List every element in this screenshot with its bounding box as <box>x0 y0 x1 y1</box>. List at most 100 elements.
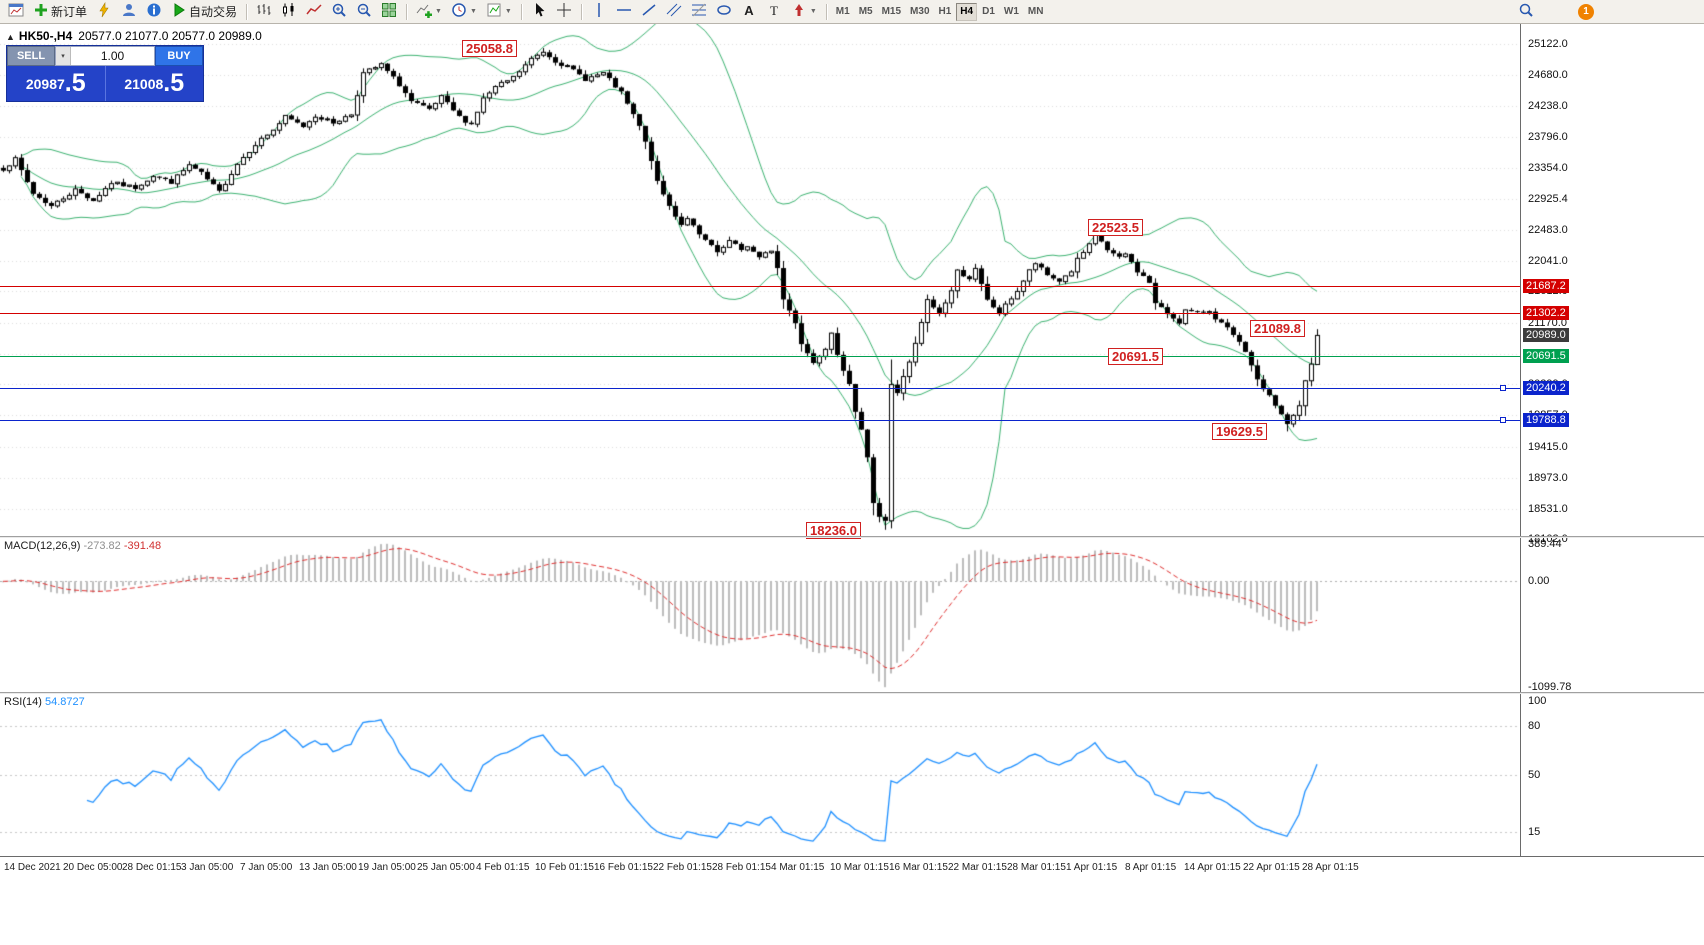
macd-scale-label: 389.44 <box>1528 538 1562 550</box>
market-watch-button[interactable] <box>117 1 141 22</box>
collapse-panel-icon[interactable]: ▲ <box>6 32 15 42</box>
timeframe-d1-button[interactable]: D1 <box>978 3 999 21</box>
candles-icon <box>281 2 297 21</box>
rsi-panel-divider[interactable] <box>0 692 1704 694</box>
toolbar-separator <box>246 3 248 20</box>
search-button[interactable] <box>1514 1 1538 22</box>
fibo-icon <box>691 2 707 21</box>
timeframe-m30-button[interactable]: M30 <box>906 3 933 21</box>
new-order-button[interactable]: 新订单 <box>29 1 91 22</box>
macd-panel-canvas[interactable] <box>0 538 1520 692</box>
linechart-icon <box>306 2 322 21</box>
about-button[interactable] <box>142 1 166 22</box>
bars-mode-button[interactable] <box>252 1 276 22</box>
volume-control: ▾ <box>55 46 155 66</box>
price-annotation-21089.8[interactable]: 21089.8 <box>1250 320 1305 337</box>
template-icon <box>486 2 502 21</box>
volume-input[interactable] <box>71 47 154 65</box>
text-button[interactable]: A <box>737 1 761 22</box>
time-axis-label: 16 Mar 01:15 <box>889 862 948 873</box>
horizontal-line-button[interactable] <box>612 1 636 22</box>
dropdown-arrow-icon: ▼ <box>809 8 817 15</box>
rsi-panel-canvas[interactable] <box>0 694 1520 856</box>
timeframe-h4-button[interactable]: H4 <box>956 2 978 21</box>
clock-icon <box>451 2 467 21</box>
price-tick-label: 24680.0 <box>1528 69 1568 81</box>
toolbar-separator <box>520 3 522 20</box>
autotrading-button[interactable]: 自动交易 <box>167 1 241 22</box>
horizontal-line-20240.2[interactable] <box>0 388 1520 389</box>
main-toolbar: 新订单 自动交易 ▼ ▼ ▼ A T ▼ M1 M5 M15 M30 H1 H4 D1 W1 MN 1 <box>0 0 1704 24</box>
notification-badge[interactable]: 1 <box>1578 3 1594 20</box>
cursor-button[interactable] <box>527 1 551 22</box>
tile-windows-button[interactable] <box>377 1 401 22</box>
buy-price[interactable]: 21008.5 <box>124 69 185 97</box>
price-annotation-20691.5[interactable]: 20691.5 <box>1108 348 1163 365</box>
price-annotation-25058.8[interactable]: 25058.8 <box>462 40 517 57</box>
time-axis-label: 1 Apr 01:15 <box>1066 862 1118 873</box>
symbol-period-label: HK50-,H4 <box>18 29 73 43</box>
chart-title: ▲ HK50-,H4 20577.0 21077.0 20577.0 20989.0 <box>6 29 262 43</box>
horizontal-line-19788.8[interactable] <box>0 420 1520 421</box>
time-axis-label: 14 Apr 01:15 <box>1184 862 1241 873</box>
candles-mode-button[interactable] <box>277 1 301 22</box>
indicators-button[interactable]: ▼ <box>412 1 446 22</box>
time-axis-label: 22 Mar 01:15 <box>948 862 1007 873</box>
timeframe-m15-button[interactable]: M15 <box>878 3 905 21</box>
arrows-button[interactable]: ▼ <box>787 1 821 22</box>
line-handle[interactable] <box>1500 417 1506 423</box>
horizontal-line-20691.5[interactable] <box>0 356 1520 357</box>
rsi-scale-label: 80 <box>1528 720 1541 732</box>
horizontal-line-21302.2[interactable] <box>0 313 1520 314</box>
buy-button[interactable]: BUY <box>155 46 203 66</box>
rsi-scale-label: 100 <box>1528 695 1547 707</box>
time-axis-label: 8 Apr 01:15 <box>1125 862 1177 873</box>
price-annotation-22523.5[interactable]: 22523.5 <box>1088 219 1143 236</box>
axis-price-marker-19788.8: 19788.8 <box>1523 413 1569 427</box>
zoom-in-icon <box>331 2 347 21</box>
timeframe-m1-button[interactable]: M1 <box>832 3 854 21</box>
one-click-trading-panel: SELL ▾ BUY 20987.5 21008.5 <box>6 45 204 102</box>
crosshair-button[interactable] <box>552 1 576 22</box>
sell-button[interactable]: SELL <box>7 46 55 66</box>
timeframe-mn-button[interactable]: MN <box>1024 3 1048 21</box>
indicators-icon <box>416 2 433 21</box>
line-handle[interactable] <box>1500 385 1506 391</box>
label-button[interactable]: T <box>762 1 786 22</box>
new-chart-button[interactable] <box>4 1 28 22</box>
svg-text:T: T <box>770 3 778 18</box>
zoom-out-button[interactable] <box>352 1 376 22</box>
toolbar-separator <box>825 3 827 20</box>
line-mode-button[interactable] <box>302 1 326 22</box>
timeframe-w1-button[interactable]: W1 <box>1000 3 1023 21</box>
metaeditor-button[interactable] <box>92 1 116 22</box>
textT-icon: T <box>766 2 782 21</box>
templates-button[interactable]: ▼ <box>482 1 516 22</box>
time-axis-label: 4 Feb 01:15 <box>476 862 530 873</box>
search-icon <box>1518 2 1534 21</box>
timeframe-h1-button[interactable]: H1 <box>935 3 956 21</box>
macd-panel-divider[interactable] <box>0 536 1704 538</box>
horizontal-line-21687.2[interactable] <box>0 286 1520 287</box>
fibonacci-button[interactable] <box>687 1 711 22</box>
price-tick-label: 24238.0 <box>1528 100 1568 112</box>
rsi-scale-label: 15 <box>1528 826 1541 838</box>
trendline-button[interactable] <box>637 1 661 22</box>
price-annotation-19629.5[interactable]: 19629.5 <box>1212 423 1267 440</box>
volume-stepper[interactable]: ▾ <box>56 47 71 65</box>
price-chart-canvas[interactable] <box>0 24 1520 536</box>
price-annotation-18236.0[interactable]: 18236.0 <box>806 522 861 539</box>
axis-price-marker-20989.0: 20989.0 <box>1523 328 1569 342</box>
sell-price[interactable]: 20987.5 <box>7 66 106 101</box>
periods-button[interactable]: ▼ <box>447 1 481 22</box>
shapes-button[interactable] <box>712 1 736 22</box>
channel-button[interactable] <box>662 1 686 22</box>
timeframe-m5-button[interactable]: M5 <box>855 3 877 21</box>
vertical-line-button[interactable] <box>587 1 611 22</box>
vline-icon <box>591 2 607 21</box>
crosshair-icon <box>556 2 572 21</box>
dropdown-arrow-icon: ▼ <box>469 8 477 15</box>
price-tick-label: 21170.0 <box>1528 317 1567 329</box>
zoom-in-button[interactable] <box>327 1 351 22</box>
time-axis-label: 10 Feb 01:15 <box>535 862 594 873</box>
